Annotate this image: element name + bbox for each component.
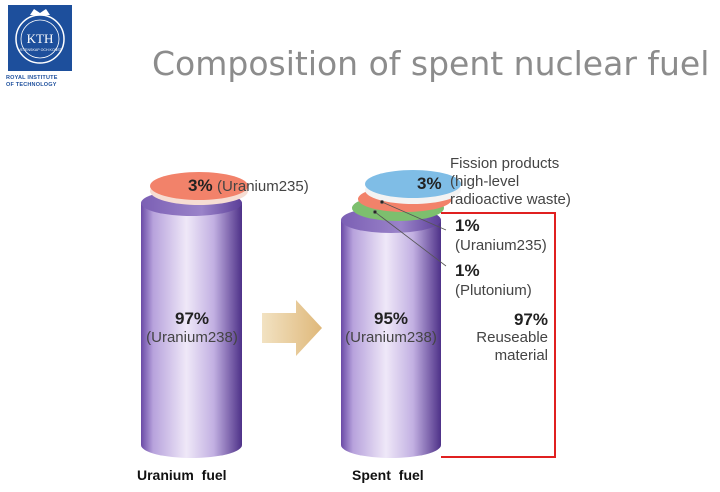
spent-fuel-pu-label: 1% (Plutonium)	[455, 261, 532, 301]
spent-fuel-u238-percent: 95%	[373, 309, 409, 328]
uranium-fuel-u235-percent: 3%	[188, 176, 213, 195]
institute-name: ROYAL INSTITUTE OF TECHNOLOGY	[6, 75, 82, 88]
spent-fuel-u238-name: (Uranium238)	[345, 329, 437, 346]
uranium-fuel-u235-name: (Uranium235)	[217, 178, 309, 195]
uranium-fuel-u235-label: 3% (Uranium235)	[188, 176, 309, 196]
spent-fuel-u235-name: (Uranium235)	[455, 237, 547, 254]
reusable-line-1: Reuseable	[476, 329, 548, 346]
pointer-lines	[373, 200, 447, 267]
reusable-line-2: material	[494, 347, 548, 364]
spent-fuel-fission-percent-label: 3%	[417, 174, 442, 194]
uranium-fuel-u238-label: 97% (Uranium238)	[142, 309, 242, 346]
spent-fuel-fission-disk	[365, 170, 461, 204]
kth-crest-icon: KTH VETENSKAP OCH KONST	[15, 9, 65, 64]
kth-logo: KTH VETENSKAP OCH KONST	[8, 5, 72, 71]
spent-fuel-fission-percent: 3%	[417, 174, 442, 193]
spent-fuel-u238-label: 95% (Uranium238)	[341, 309, 441, 346]
spent-fuel-caption: Spent fuel	[352, 467, 424, 483]
spent-fuel-u235-label: 1% (Uranium235)	[455, 216, 547, 256]
uranium-fuel-caption: Uranium fuel	[137, 467, 227, 483]
fission-line-1: Fission products	[450, 155, 560, 172]
page-title: Composition of spent nuclear fuel	[152, 44, 710, 83]
fission-line-3: radioactive waste)	[450, 191, 571, 208]
uranium-fuel-u235-disk	[150, 172, 248, 205]
logo-letters: KTH	[27, 31, 54, 46]
reusable-material-label: 97% Reuseable material	[470, 311, 548, 365]
reusable-percent: 97%	[513, 310, 548, 329]
institute-line-1: ROYAL INSTITUTE	[6, 75, 58, 81]
logo-motto: VETENSKAP OCH KONST	[18, 48, 63, 52]
transition-arrow	[262, 300, 322, 356]
uranium-fuel-u238-percent: 97%	[174, 309, 210, 328]
spent-fuel-pu-name: (Plutonium)	[455, 282, 532, 299]
institute-line-2: OF TECHNOLOGY	[6, 81, 57, 88]
spent-fuel-u235-percent: 1%	[455, 216, 480, 235]
spent-fuel-fission-label: Fission products (high-level radioactive…	[450, 155, 571, 209]
spent-fuel-cylinder	[341, 207, 441, 458]
fission-line-2: (high-level	[450, 173, 520, 190]
reusable-bracket	[441, 212, 556, 458]
spent-fuel-pu-percent: 1%	[455, 261, 480, 280]
uranium-fuel-u238-name: (Uranium238)	[146, 329, 238, 346]
